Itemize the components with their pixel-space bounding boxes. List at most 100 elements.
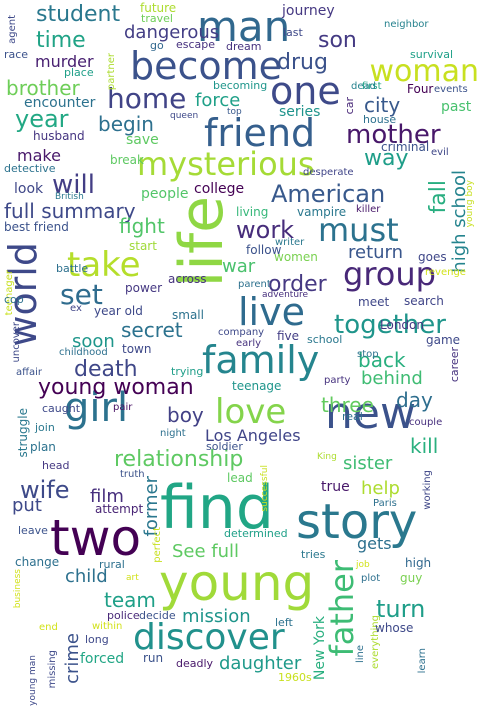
word: career bbox=[448, 347, 461, 383]
word: kill bbox=[410, 434, 439, 458]
word: death bbox=[74, 357, 138, 382]
word: company bbox=[218, 327, 265, 338]
word: long bbox=[85, 633, 109, 646]
word: mission bbox=[182, 606, 251, 627]
word: tries bbox=[301, 548, 326, 561]
word: uncover bbox=[11, 322, 22, 363]
word: dangerous bbox=[124, 22, 220, 43]
word: college bbox=[194, 181, 245, 197]
word: first bbox=[362, 81, 382, 92]
word: man bbox=[197, 2, 291, 51]
word: become bbox=[130, 44, 283, 88]
word: events bbox=[434, 84, 468, 95]
word: year bbox=[15, 105, 69, 133]
word: woman bbox=[369, 54, 479, 89]
word: work bbox=[236, 216, 295, 244]
word: way bbox=[364, 146, 409, 171]
word: adventure bbox=[262, 290, 309, 300]
word: writer bbox=[275, 237, 305, 248]
word: boy bbox=[167, 403, 204, 427]
word: within bbox=[92, 621, 123, 632]
word: father bbox=[323, 560, 361, 657]
word: goes bbox=[418, 250, 447, 264]
word: race bbox=[4, 48, 29, 61]
word: wife bbox=[20, 476, 70, 504]
word: husband bbox=[33, 129, 85, 143]
word: killer bbox=[356, 204, 381, 215]
word: start bbox=[129, 239, 157, 253]
word: last bbox=[283, 26, 303, 39]
word: party bbox=[324, 375, 351, 386]
word: power bbox=[125, 281, 163, 295]
word: New York bbox=[312, 616, 328, 681]
word: journey bbox=[282, 3, 335, 19]
word: London bbox=[380, 318, 424, 332]
word: American bbox=[271, 180, 386, 208]
word: best friend bbox=[4, 220, 69, 234]
word: rural bbox=[99, 558, 125, 571]
word: childhood bbox=[59, 347, 108, 358]
word: series bbox=[279, 104, 321, 120]
word: dream bbox=[226, 40, 262, 53]
word: student bbox=[36, 2, 121, 27]
word: break bbox=[110, 153, 144, 167]
word: make bbox=[17, 146, 61, 165]
word: British bbox=[55, 192, 84, 202]
word: meet bbox=[358, 295, 390, 309]
word: sister bbox=[343, 453, 393, 474]
word: neighbor bbox=[384, 19, 429, 30]
word: women bbox=[274, 250, 318, 264]
word: guy bbox=[400, 571, 423, 585]
word: decide bbox=[139, 609, 176, 622]
word: one bbox=[270, 69, 341, 113]
word: live bbox=[238, 290, 305, 334]
word: Paris bbox=[373, 498, 397, 509]
word: young woman bbox=[38, 375, 194, 400]
word: girl bbox=[64, 385, 129, 431]
word: time bbox=[36, 28, 86, 53]
word: change bbox=[15, 555, 60, 569]
word: art bbox=[126, 573, 139, 583]
word: follow bbox=[246, 243, 282, 257]
word: son bbox=[318, 28, 357, 53]
word: two bbox=[50, 509, 142, 567]
word: affair bbox=[16, 367, 43, 378]
word: living bbox=[236, 205, 269, 219]
word: head bbox=[42, 459, 70, 472]
word: encounter bbox=[24, 95, 96, 111]
word: look bbox=[14, 181, 44, 197]
word: forced bbox=[80, 651, 125, 667]
word: partner bbox=[106, 53, 117, 91]
word: queen bbox=[170, 111, 199, 121]
word: help bbox=[361, 478, 400, 499]
word: back bbox=[358, 348, 406, 372]
word: force bbox=[195, 90, 241, 111]
word: police bbox=[107, 609, 140, 622]
word: line bbox=[355, 645, 366, 664]
word: young bbox=[159, 554, 315, 612]
word: run bbox=[143, 651, 164, 665]
word: house bbox=[363, 113, 397, 126]
word: parent bbox=[238, 279, 271, 290]
word: cop bbox=[4, 293, 24, 306]
word: town bbox=[122, 342, 152, 356]
word: story bbox=[296, 494, 418, 550]
word: order bbox=[268, 272, 327, 297]
word: daughter bbox=[219, 653, 302, 674]
word: top bbox=[227, 107, 242, 117]
word: people bbox=[141, 186, 189, 202]
word: mysterious bbox=[137, 145, 315, 183]
word: search bbox=[404, 294, 444, 308]
word: attempt bbox=[95, 502, 144, 516]
word: war bbox=[222, 256, 256, 277]
word: caught bbox=[42, 402, 81, 415]
word: battle bbox=[56, 262, 89, 275]
word: successful bbox=[260, 465, 270, 512]
word: drug bbox=[277, 50, 328, 75]
word: working bbox=[422, 470, 433, 510]
word: soon bbox=[72, 331, 115, 352]
word: together bbox=[334, 310, 446, 340]
word: becoming bbox=[213, 79, 268, 92]
word: find bbox=[160, 473, 274, 543]
